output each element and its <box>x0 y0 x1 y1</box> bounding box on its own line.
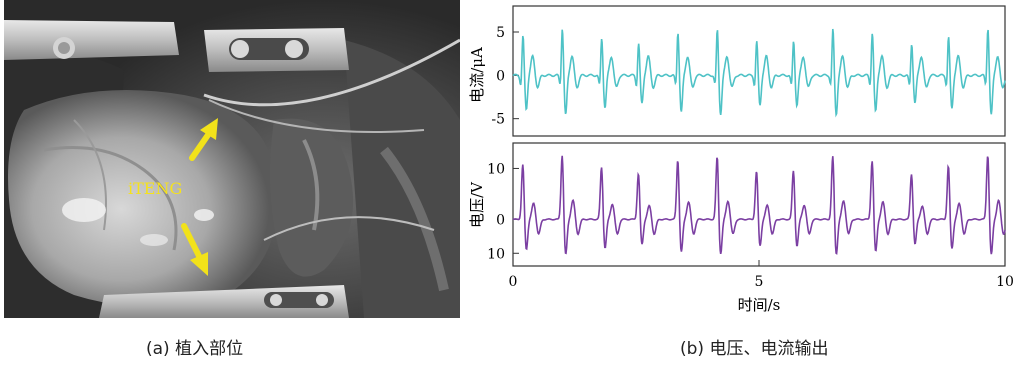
iteng-label: iTENG <box>128 179 182 198</box>
implant-photo: iTENG <box>4 0 461 318</box>
voltage-ylabel: 电压/V <box>468 181 486 228</box>
retractor-top-left <box>4 20 179 60</box>
y-tick-label: 0 <box>496 68 505 84</box>
voltage-yticks: 10 0 10 <box>487 161 519 262</box>
current-chart-frame <box>512 5 1006 137</box>
arrow-lower-icon <box>181 223 208 276</box>
voltage-chart-frame <box>512 142 1006 267</box>
voltage-series-line <box>512 155 1006 255</box>
current-series-line <box>512 28 1006 118</box>
arrow-upper-icon <box>189 118 218 161</box>
caption-a: (a) 植入部位 <box>146 339 244 359</box>
implant-photo-image: iTENG <box>4 0 461 318</box>
heart-tissue <box>8 90 278 307</box>
caption-b: (b) 电压、电流输出 <box>680 339 829 359</box>
output-charts: 电流/μA 5 0 -5 电压/V 10 0 10 0 5 10 时间/s <box>460 0 1019 361</box>
current-chart: 电流/μA 5 0 -5 <box>468 5 1006 137</box>
x-axis-label: 时间/s <box>738 296 781 314</box>
y-tick-label: 5 <box>496 25 505 41</box>
x-tick-label: 0 <box>509 274 518 290</box>
x-tick-label: 10 <box>996 274 1014 290</box>
y-tick-label: 0 <box>496 212 505 228</box>
y-tick-label: 10 <box>487 246 505 262</box>
x-tick-label: 5 <box>755 274 764 290</box>
y-tick-label: -5 <box>491 112 505 128</box>
y-tick-label: 10 <box>487 161 505 177</box>
current-ylabel: 电流/μA <box>468 47 486 103</box>
voltage-xticks: 0 5 10 <box>509 260 1014 290</box>
